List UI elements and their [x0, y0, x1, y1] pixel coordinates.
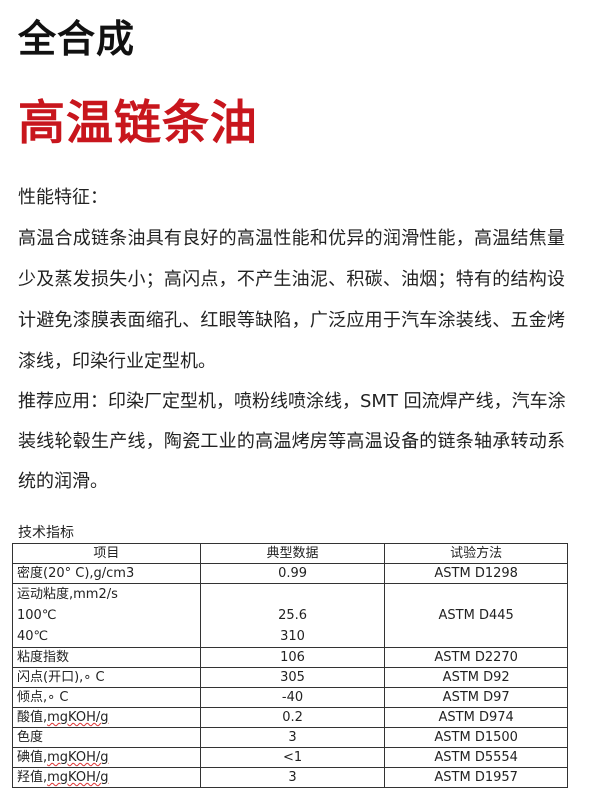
row-item-unit: mgKOH/g: [47, 710, 109, 725]
row-value: 25.6: [278, 608, 308, 623]
application-line: 装线轮毂生产线，陶瓷工业的高温烤房等高温设备的链条轴承转动系: [18, 431, 565, 452]
table-row: 密度(20° C),g/cm3 0.99 ASTM D1298: [12, 563, 568, 584]
row-value: <1: [199, 747, 386, 768]
row-method: ASTM D97: [384, 687, 568, 708]
application-line: 统的润滑。: [18, 471, 108, 492]
spec-table: 项目 典型数据 试验方法 密度(20° C),g/cm3 0.99 ASTM D…: [12, 543, 568, 788]
row-method: ASTM D1957: [384, 767, 568, 788]
row-value: -40: [199, 687, 386, 708]
row-value: 3: [199, 767, 386, 788]
table-row: 倾点,∘ C -40 ASTM D97: [12, 687, 568, 708]
features-line: 计避免漆膜表面缩孔、红眼等缺陷，广泛应用于汽车涂装线、五金烤: [18, 310, 565, 331]
row-item-unit: mgKOH/g: [47, 750, 109, 765]
row-item-name: 羟值,: [17, 770, 48, 785]
row-method: ASTM D1500: [384, 727, 568, 748]
row-item: 碘值,mgKOH/g: [12, 747, 201, 768]
row-subitem: 40℃: [17, 629, 49, 644]
row-value: 0.2: [199, 707, 386, 728]
row-value: 3: [199, 727, 386, 748]
features-line: 漆线，印染行业定型机。: [18, 351, 216, 372]
row-item: 粘度指数: [12, 647, 201, 668]
product-category-title: 全合成: [18, 17, 136, 61]
features-line: 少及蒸发损失小；高闪点，不产生油泥、积碳、油烟；特有的结构设: [18, 269, 565, 290]
row-item: 闪点(开口),∘ C: [12, 667, 201, 688]
application-line: 推荐应用：印染厂定型机，喷粉线喷涂线，SMT 回流焊产线，汽车涂: [18, 391, 566, 412]
row-item: 密度(20° C),g/cm3: [12, 563, 201, 584]
header-value: 典型数据: [199, 543, 386, 564]
features-heading: 性能特征：: [18, 187, 108, 208]
row-method: ASTM D92: [384, 667, 568, 688]
row-value: 310: [280, 629, 305, 644]
table-header-row: 项目 典型数据 试验方法: [12, 543, 568, 564]
row-method: ASTM D445: [384, 583, 568, 648]
header-method: 试验方法: [384, 543, 568, 564]
features-line: 高温合成链条油具有良好的高温性能和优异的润滑性能，高温结焦量: [18, 228, 565, 249]
table-row: 碘值,mgKOH/g <1 ASTM D5554: [12, 747, 568, 768]
table-row: 粘度指数 106 ASTM D2270: [12, 647, 568, 668]
row-value: 0.99: [199, 563, 386, 584]
row-item: 色度: [12, 727, 201, 748]
table-row: 酸值,mgKOH/g 0.2 ASTM D974: [12, 707, 568, 728]
row-item-name: 酸值,: [17, 710, 48, 725]
row-method: ASTM D2270: [384, 647, 568, 668]
table-caption: 技术指标: [18, 525, 74, 541]
header-item: 项目: [12, 543, 201, 564]
table-row: 闪点(开口),∘ C 305 ASTM D92: [12, 667, 568, 688]
row-value: 305: [199, 667, 386, 688]
row-item: 倾点,∘ C: [12, 687, 201, 708]
row-item: 酸值,mgKOH/g: [12, 707, 201, 728]
row-method: ASTM D1298: [384, 563, 568, 584]
row-method: ASTM D5554: [384, 747, 568, 768]
row-item: 运动粘度,mm2/s: [17, 587, 118, 602]
row-subitem: 100℃: [17, 608, 57, 623]
product-name-title: 高温链条油: [18, 96, 258, 151]
table-row: 羟值,mgKOH/g 3 ASTM D1957: [12, 767, 568, 788]
row-item-name: 碘值,: [17, 750, 48, 765]
row-method: ASTM D974: [384, 707, 568, 728]
row-item: 羟值,mgKOH/g: [12, 767, 201, 788]
row-value: 106: [199, 647, 386, 668]
table-row: 色度 3 ASTM D1500: [12, 727, 568, 748]
table-row: 运动粘度,mm2/s 100℃ 40℃ 25.6 310 ASTM D445: [12, 583, 568, 648]
row-item-unit: mgKOH/g: [47, 770, 109, 785]
